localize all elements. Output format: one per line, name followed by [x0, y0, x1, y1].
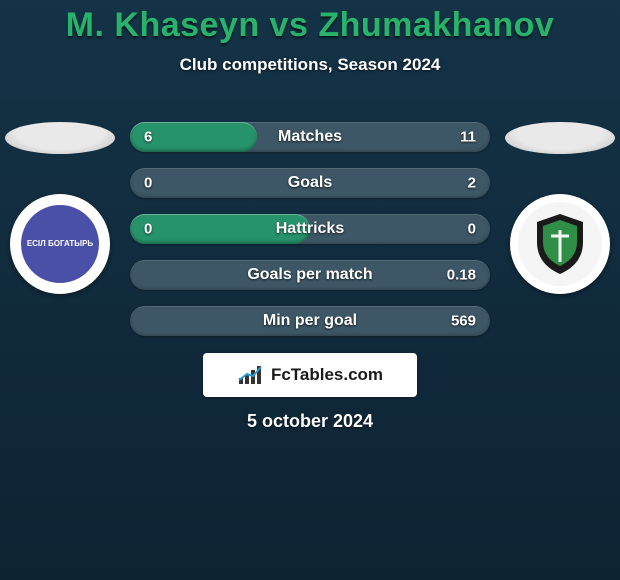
club-left-inner: ЕСІЛ БОГАТЫРЬ — [18, 202, 102, 286]
branding-badge: FcTables.com — [203, 353, 417, 397]
club-left-label: ЕСІЛ БОГАТЫРЬ — [27, 240, 93, 248]
stat-value-right: 569 — [451, 313, 476, 330]
stat-value-left: 6 — [144, 129, 152, 146]
stat-row: Goals 0 2 — [130, 168, 490, 198]
stat-row: Min per goal 569 — [130, 306, 490, 336]
stat-value-right: 0 — [468, 221, 476, 238]
stat-rows: Matches 6 11 Goals 0 2 Hattricks 0 0 Goals per ma… — [130, 122, 490, 352]
stat-value-left: 0 — [144, 175, 152, 192]
stat-value-right: 2 — [468, 175, 476, 192]
player-right-column — [500, 112, 620, 294]
club-left-badge: ЕСІЛ БОГАТЫРЬ — [10, 194, 110, 294]
stat-label: Matches — [278, 128, 342, 146]
chart-icon — [237, 364, 265, 386]
stat-row: Goals per match 0.18 — [130, 260, 490, 290]
stat-row: Matches 6 11 — [130, 122, 490, 152]
date-text: 5 october 2024 — [0, 411, 620, 432]
shield-icon — [533, 212, 587, 276]
stat-row: Hattricks 0 0 — [130, 214, 490, 244]
stat-label: Goals per match — [247, 266, 372, 284]
stat-label: Goals — [288, 174, 332, 192]
stat-label: Min per goal — [263, 312, 357, 330]
stat-label: Hattricks — [276, 220, 344, 238]
player-left-avatar-placeholder — [5, 122, 115, 154]
comparison-card: M. Khaseyn vs Zhumakhanov Club competiti… — [0, 0, 620, 580]
page-title: M. Khaseyn vs Zhumakhanov — [0, 0, 620, 45]
stat-value-left: 0 — [144, 221, 152, 238]
player-left-column: ЕСІЛ БОГАТЫРЬ — [0, 112, 120, 294]
brand-text: FcTables.com — [271, 365, 383, 385]
club-right-inner — [518, 202, 602, 286]
club-right-badge — [510, 194, 610, 294]
player-right-avatar-placeholder — [505, 122, 615, 154]
stat-value-right: 0.18 — [447, 267, 476, 284]
subtitle: Club competitions, Season 2024 — [0, 55, 620, 75]
stat-value-right: 11 — [460, 129, 476, 146]
